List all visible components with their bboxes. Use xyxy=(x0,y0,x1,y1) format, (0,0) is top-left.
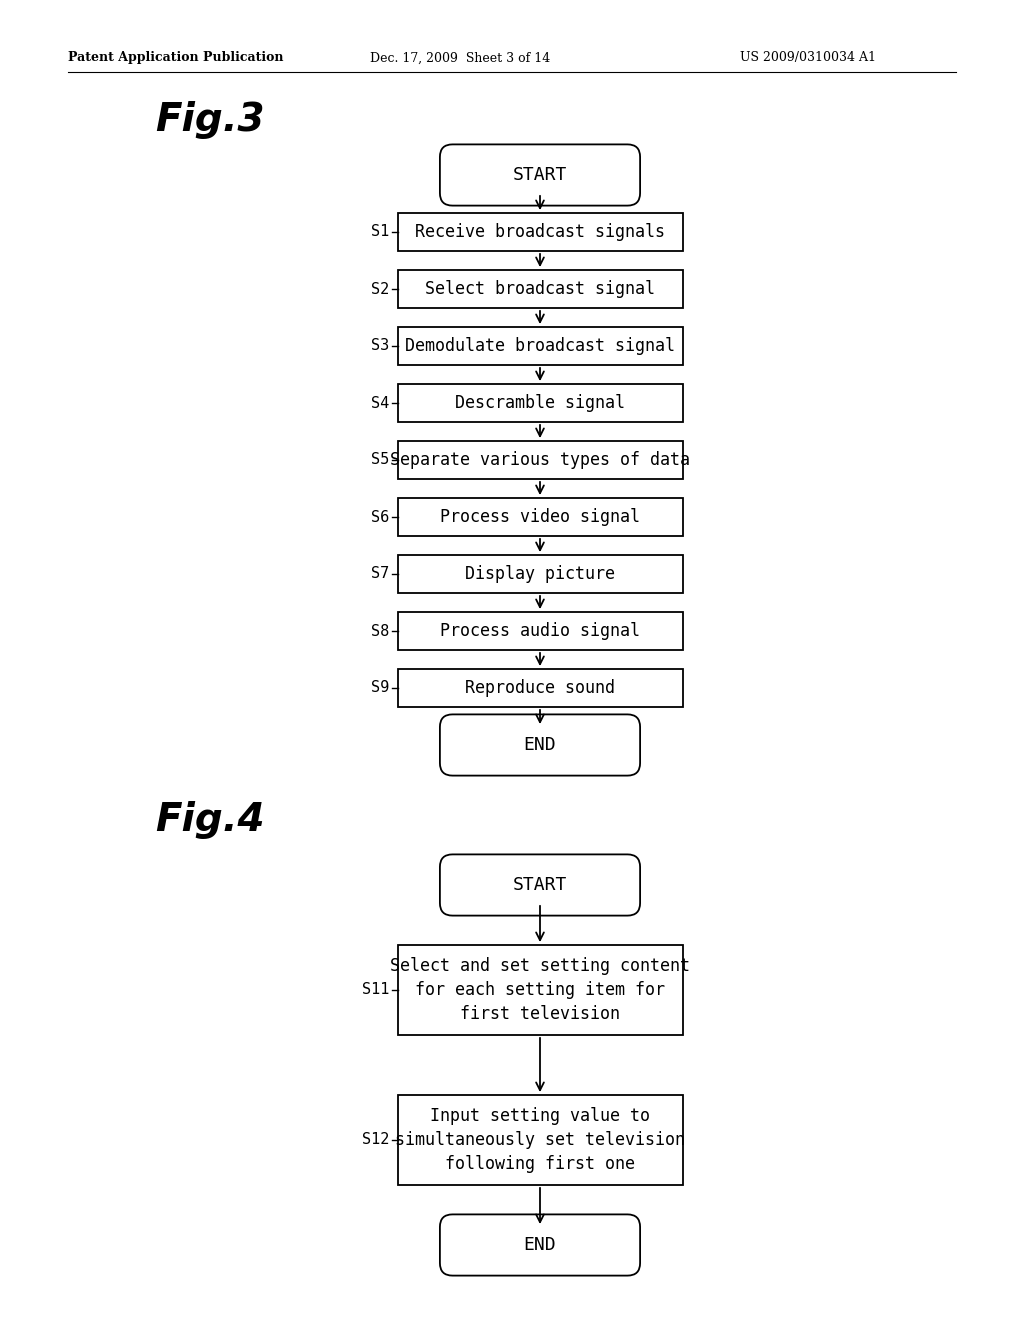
Text: S3: S3 xyxy=(372,338,389,354)
Bar xyxy=(397,612,683,649)
Text: S2: S2 xyxy=(372,281,389,297)
Text: S8: S8 xyxy=(372,623,389,639)
Text: START: START xyxy=(513,166,567,183)
Text: S7: S7 xyxy=(372,566,389,582)
Bar xyxy=(397,384,683,422)
Bar xyxy=(397,669,683,708)
Text: Fig.3: Fig.3 xyxy=(155,102,264,139)
Text: S1: S1 xyxy=(372,224,389,239)
Text: START: START xyxy=(513,876,567,894)
Bar xyxy=(397,498,683,536)
Text: S12: S12 xyxy=(362,1133,389,1147)
Text: Select and set setting content
for each setting item for
first television: Select and set setting content for each … xyxy=(390,957,690,1023)
Text: Input setting value to
simultaneously set television
following first one: Input setting value to simultaneously se… xyxy=(395,1107,685,1172)
Text: S4: S4 xyxy=(372,396,389,411)
Bar xyxy=(397,945,683,1035)
Text: Descramble signal: Descramble signal xyxy=(455,393,625,412)
Text: Process video signal: Process video signal xyxy=(440,508,640,525)
FancyBboxPatch shape xyxy=(440,714,640,776)
Text: Dec. 17, 2009  Sheet 3 of 14: Dec. 17, 2009 Sheet 3 of 14 xyxy=(370,51,550,65)
Text: Demodulate broadcast signal: Demodulate broadcast signal xyxy=(406,337,675,355)
Text: Fig.4: Fig.4 xyxy=(155,801,264,840)
Text: END: END xyxy=(523,737,556,754)
Text: Receive broadcast signals: Receive broadcast signals xyxy=(415,223,665,242)
Bar xyxy=(397,271,683,308)
Text: S5: S5 xyxy=(372,453,389,467)
Text: Process audio signal: Process audio signal xyxy=(440,622,640,640)
Text: Display picture: Display picture xyxy=(465,565,615,583)
Bar xyxy=(397,1096,683,1185)
FancyBboxPatch shape xyxy=(440,1214,640,1275)
Text: Reproduce sound: Reproduce sound xyxy=(465,678,615,697)
Text: Patent Application Publication: Patent Application Publication xyxy=(68,51,284,65)
Text: S6: S6 xyxy=(372,510,389,524)
Bar xyxy=(397,213,683,251)
Text: S9: S9 xyxy=(372,681,389,696)
FancyBboxPatch shape xyxy=(440,144,640,206)
FancyBboxPatch shape xyxy=(440,854,640,916)
Text: Separate various types of data: Separate various types of data xyxy=(390,451,690,469)
Text: Select broadcast signal: Select broadcast signal xyxy=(425,280,655,298)
Text: END: END xyxy=(523,1236,556,1254)
Text: US 2009/0310034 A1: US 2009/0310034 A1 xyxy=(740,51,876,65)
Text: S11: S11 xyxy=(362,982,389,998)
Bar xyxy=(397,327,683,366)
Bar xyxy=(397,554,683,593)
Bar xyxy=(397,441,683,479)
